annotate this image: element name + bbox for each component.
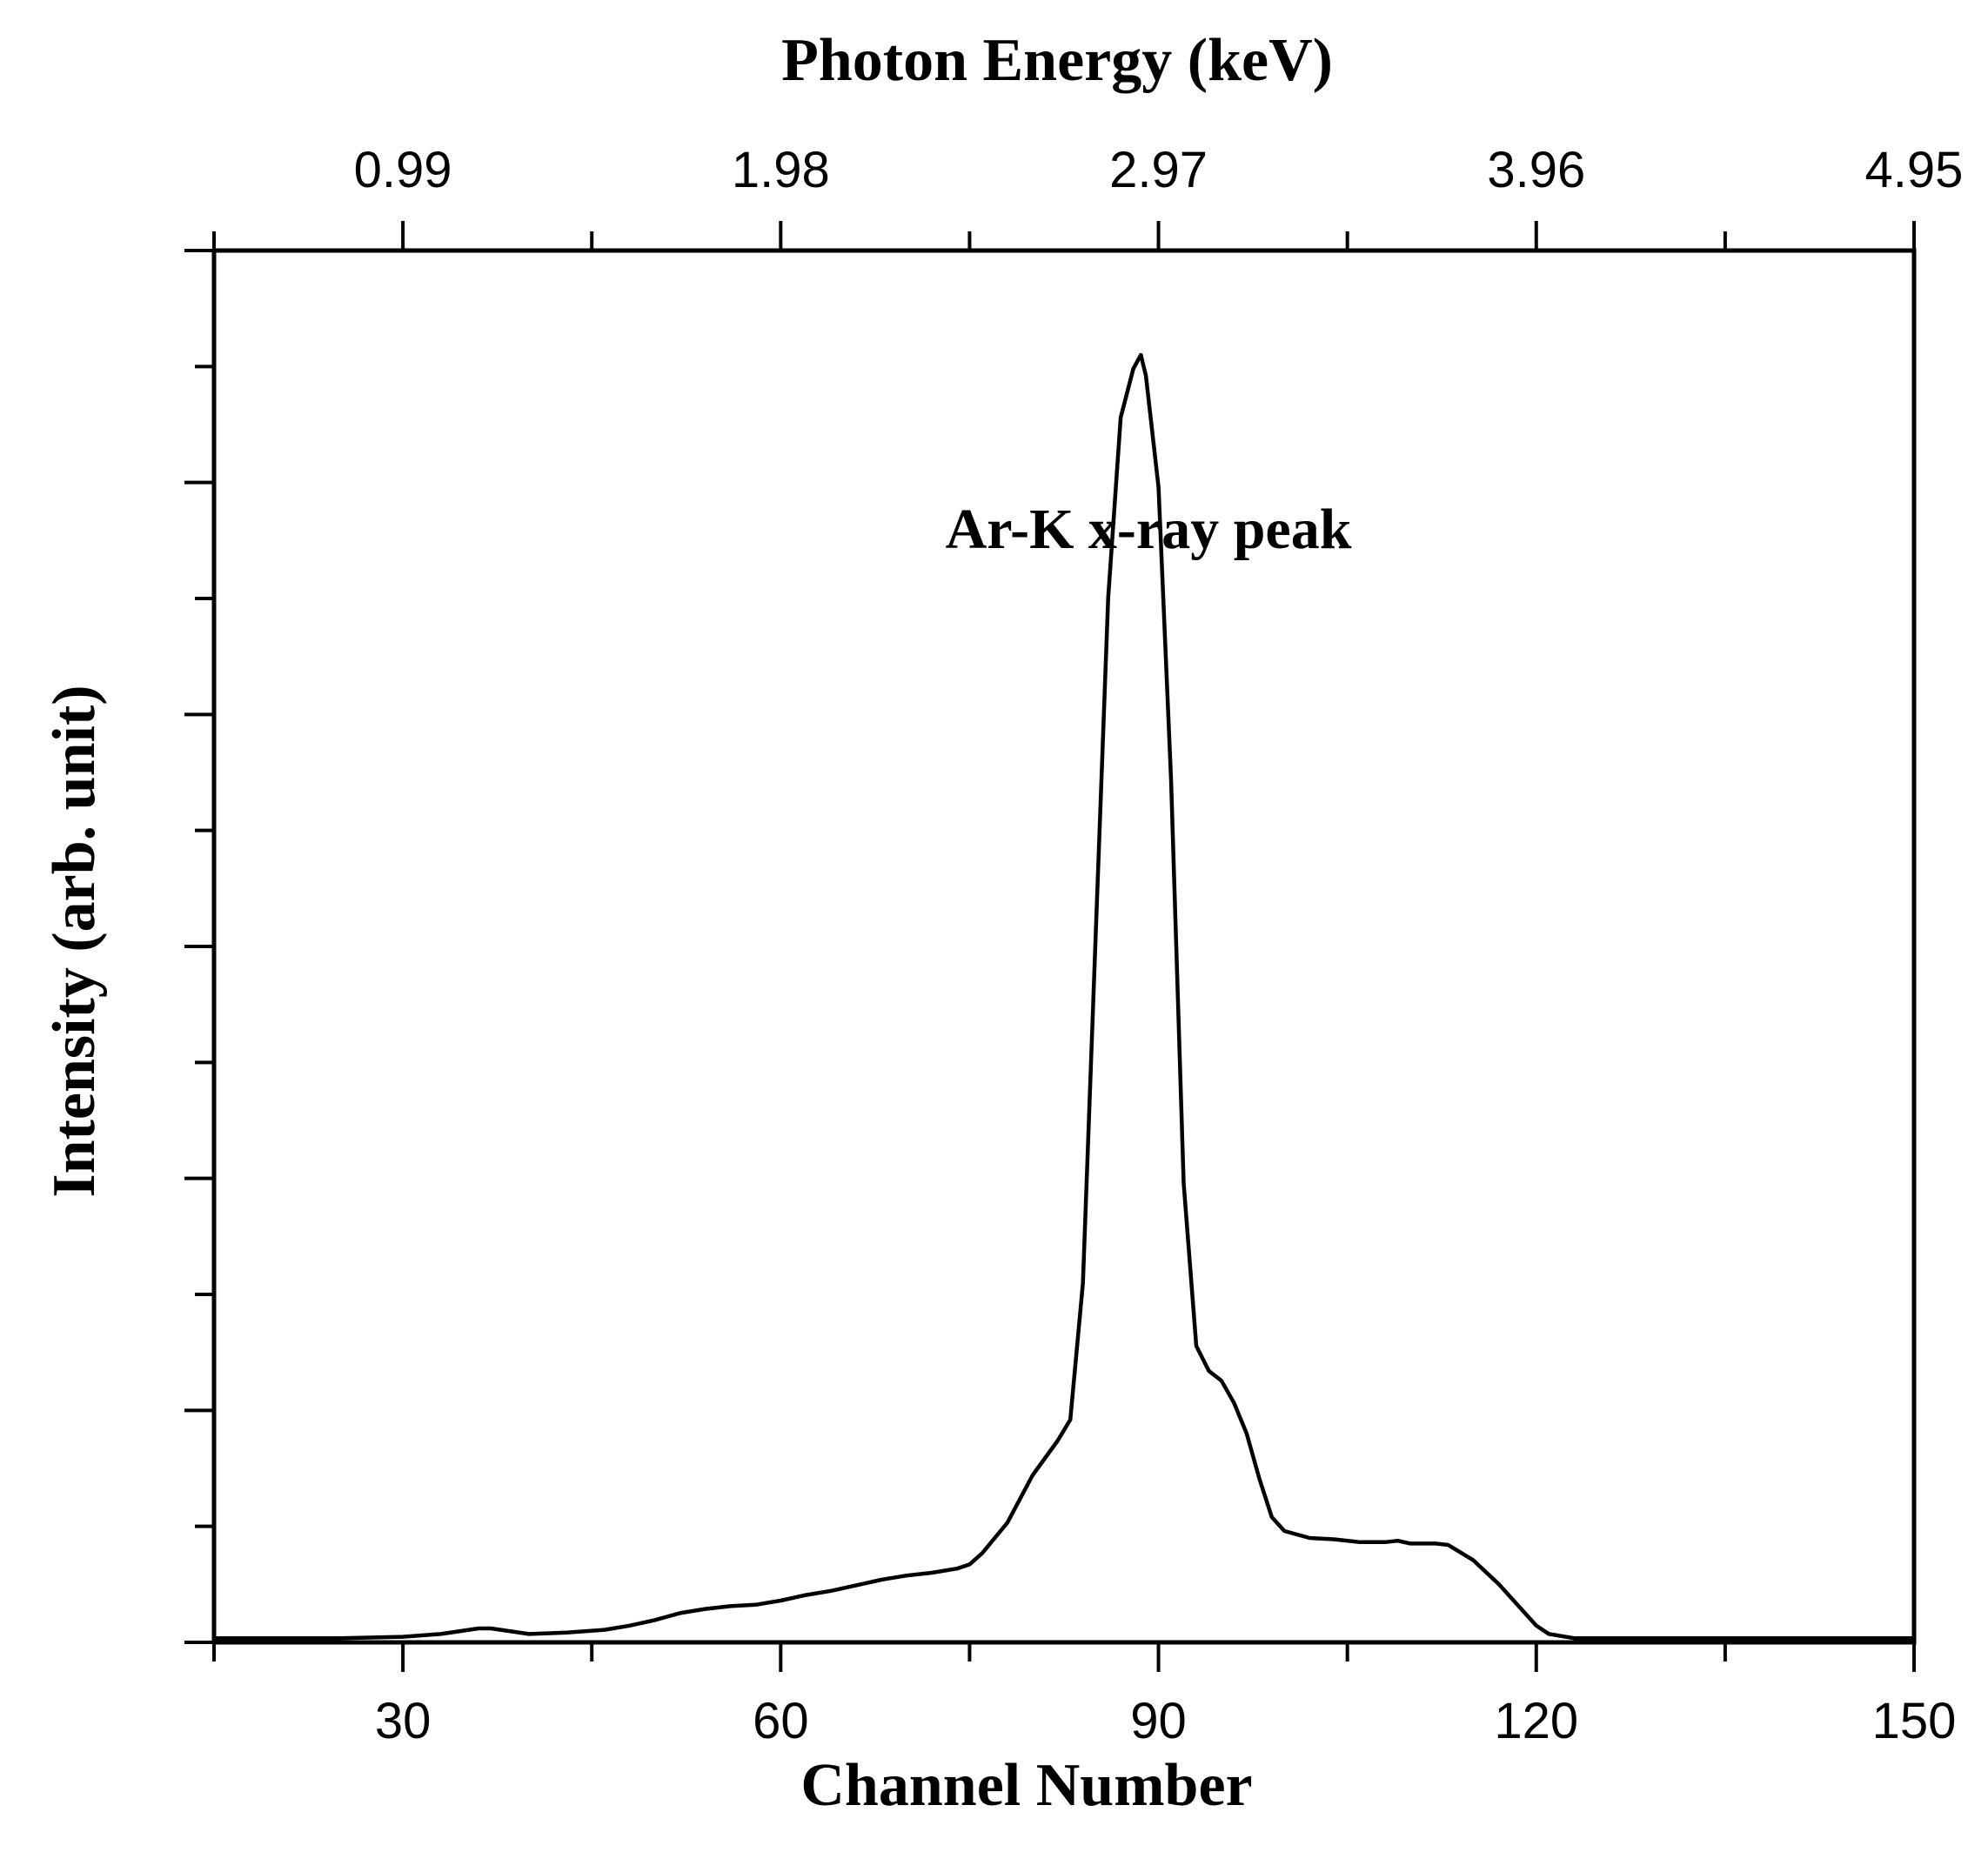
plot-frame bbox=[188, 248, 1917, 1645]
x2-tick-label-3: 3.96 bbox=[1487, 142, 1585, 198]
x2-axis-title: Photon Energy (keV) bbox=[781, 27, 1333, 94]
axis-ticks: 30 60 90 120 150 0.99 1.98 2.97 3.96 4.95 bbox=[184, 142, 1963, 1749]
x-tick-label-60: 60 bbox=[753, 1693, 809, 1749]
x-tick-label-30: 30 bbox=[375, 1693, 432, 1749]
x2-tick-label-0: 0.99 bbox=[354, 142, 452, 198]
series-layer bbox=[211, 352, 1917, 1641]
x2-tick-label-1: 1.98 bbox=[732, 142, 830, 198]
series-line-0 bbox=[211, 352, 1917, 1641]
x2-tick-label-4: 4.95 bbox=[1865, 142, 1964, 198]
x2-tick-label-2: 2.97 bbox=[1109, 142, 1208, 198]
x-tick-label-150: 150 bbox=[1872, 1693, 1957, 1749]
x-axis-title: Channel Number bbox=[800, 1752, 1252, 1819]
peak-annotation: Ar-K x-ray peak bbox=[946, 498, 1352, 561]
x-tick-label-90: 90 bbox=[1130, 1693, 1187, 1749]
x-tick-label-120: 120 bbox=[1494, 1693, 1578, 1749]
y-axis-title: Intensity (arb. unit) bbox=[41, 685, 108, 1197]
